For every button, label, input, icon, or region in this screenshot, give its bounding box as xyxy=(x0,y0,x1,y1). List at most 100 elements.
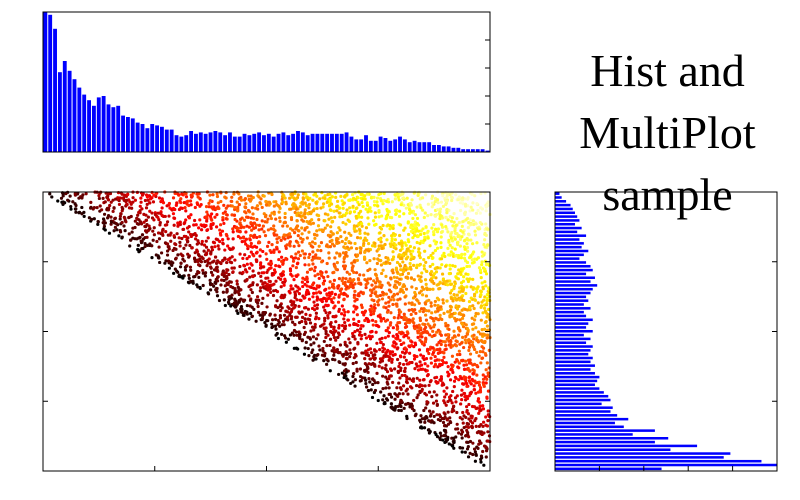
scatter-point xyxy=(413,326,417,331)
scatter-point xyxy=(281,200,285,204)
scatter-point xyxy=(335,261,339,265)
scatter-point xyxy=(340,312,344,316)
scatter-point xyxy=(473,298,477,302)
scatter-point xyxy=(452,440,456,444)
right-histogram-bar xyxy=(555,333,584,337)
scatter-point xyxy=(364,226,369,230)
scatter-point xyxy=(343,280,347,285)
scatter-point xyxy=(423,417,427,421)
scatter-point xyxy=(358,379,362,383)
scatter-point xyxy=(392,298,396,302)
scatter-point xyxy=(305,220,309,224)
scatter-point xyxy=(145,243,150,248)
scatter-point xyxy=(444,437,448,441)
scatter-point xyxy=(160,206,164,210)
scatter-point xyxy=(295,219,299,223)
scatter-point xyxy=(452,287,456,291)
scatter-point xyxy=(456,242,460,247)
scatter-point xyxy=(281,270,285,274)
scatter-point xyxy=(352,259,356,264)
scatter-point xyxy=(202,243,207,247)
scatter-point xyxy=(465,264,469,269)
scatter-point xyxy=(325,223,329,227)
scatter-point xyxy=(325,343,329,348)
scatter-point xyxy=(272,233,277,237)
scatter-point xyxy=(221,218,225,222)
scatter-point xyxy=(211,240,216,244)
scatter-point xyxy=(345,294,350,298)
scatter-point xyxy=(465,242,469,246)
scatter-point xyxy=(333,215,337,219)
scatter-point xyxy=(248,238,252,242)
scatter-point xyxy=(350,261,354,265)
scatter-point xyxy=(369,309,373,314)
scatter-point xyxy=(313,236,317,241)
scatter-point xyxy=(445,283,450,287)
scatter-point xyxy=(474,453,478,457)
scatter-point xyxy=(100,208,104,212)
scatter-point xyxy=(300,310,304,314)
scatter-point xyxy=(427,298,431,302)
scatter-point xyxy=(468,218,472,222)
scatter-point xyxy=(472,306,476,311)
scatter-point xyxy=(485,324,490,328)
scatter-point xyxy=(446,410,450,414)
scatter-point xyxy=(241,298,245,302)
scatter-point xyxy=(341,329,345,333)
scatter-point xyxy=(423,211,427,215)
scatter-point xyxy=(321,349,325,353)
scatter-point xyxy=(357,203,361,207)
scatter-point xyxy=(230,255,234,259)
scatter-point xyxy=(466,338,470,343)
top-histogram-bar xyxy=(237,136,242,152)
scatter-point xyxy=(95,206,99,210)
scatter-point xyxy=(480,332,484,336)
scatter-point xyxy=(358,367,363,371)
scatter-point xyxy=(471,363,475,367)
scatter-point xyxy=(167,201,172,206)
scatter-point xyxy=(277,264,281,268)
scatter-point xyxy=(328,198,332,202)
scatter-point xyxy=(304,292,308,297)
scatter-point xyxy=(344,222,348,226)
scatter-point xyxy=(391,380,395,385)
scatter-point xyxy=(426,236,430,240)
scatter-point xyxy=(324,303,328,307)
scatter-point xyxy=(230,293,234,297)
scatter-point xyxy=(305,280,310,284)
scatter-point xyxy=(293,292,297,296)
scatter-point xyxy=(136,213,140,217)
scatter-point xyxy=(225,287,229,292)
right-histogram-bar xyxy=(555,421,615,425)
scatter-point xyxy=(311,283,315,287)
scatter-point xyxy=(342,201,346,205)
scatter-point xyxy=(194,233,198,238)
scatter-point xyxy=(471,304,475,308)
scatter-point xyxy=(419,367,423,371)
scatter-point xyxy=(453,396,458,400)
scatter-point xyxy=(352,334,356,338)
scatter-point xyxy=(306,346,310,351)
scatter-point xyxy=(360,333,364,338)
scatter-point xyxy=(477,400,482,404)
scatter-point xyxy=(266,293,270,297)
scatter-point xyxy=(193,257,197,261)
scatter-point xyxy=(240,310,244,314)
scatter-point xyxy=(383,336,387,340)
scatter-point xyxy=(427,309,431,313)
top-histogram-bar xyxy=(378,136,383,152)
scatter-point xyxy=(204,245,209,249)
scatter-point xyxy=(393,238,397,242)
scatter-point xyxy=(273,304,278,308)
scatter-point xyxy=(431,262,435,266)
scatter-point xyxy=(479,460,483,464)
scatter-point xyxy=(398,193,402,197)
scatter-point xyxy=(164,259,168,263)
scatter-point xyxy=(370,395,375,400)
scatter-point xyxy=(290,302,294,306)
scatter-point xyxy=(438,316,442,321)
top-histogram-bar xyxy=(466,149,470,152)
scatter-point xyxy=(446,422,451,426)
scatter-point xyxy=(486,307,491,312)
scatter-point xyxy=(238,271,242,275)
